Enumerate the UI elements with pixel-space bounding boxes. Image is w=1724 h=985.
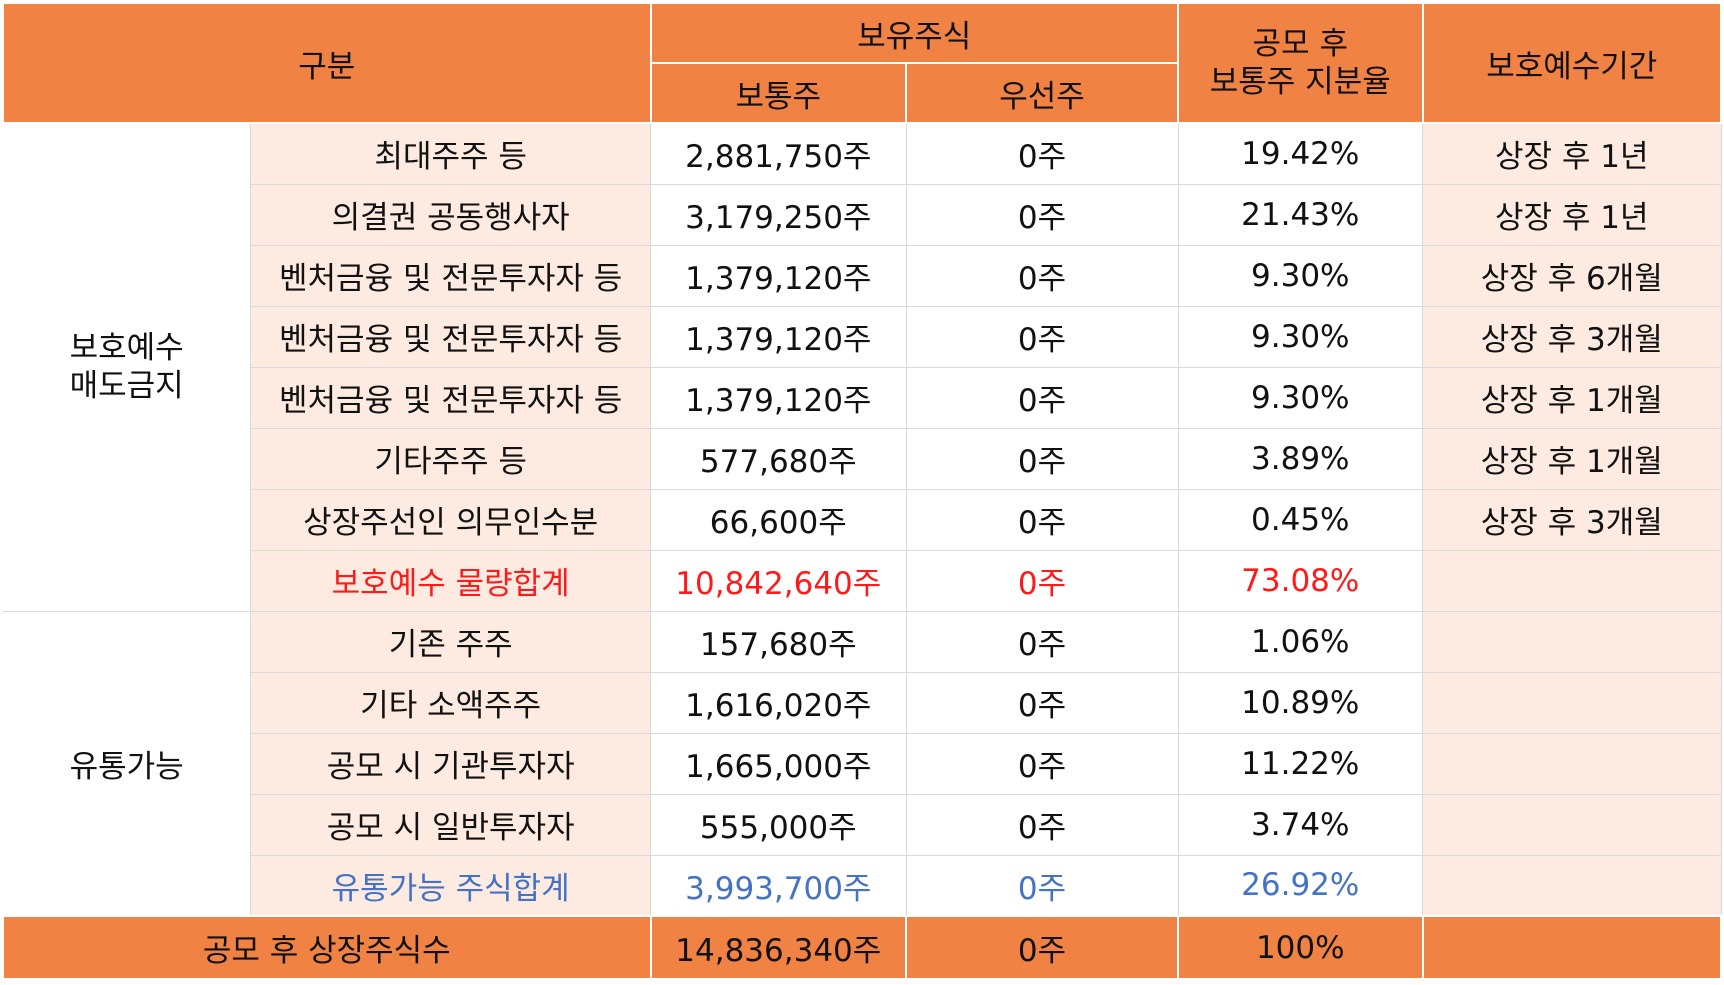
tradable-total-row: 유통가능 주식합계 3,993,700주 0주 26.92% bbox=[3, 854, 1722, 917]
row-preferred: 0주 bbox=[905, 366, 1179, 429]
row-common: 577,680주 bbox=[650, 427, 907, 490]
row-period: 상장 후 1년 bbox=[1422, 122, 1722, 185]
footer-ratio: 100% bbox=[1177, 915, 1424, 980]
row-preferred: 0주 bbox=[905, 671, 1179, 734]
footer-common: 14,836,340주 bbox=[649, 915, 908, 980]
row-preferred: 0주 bbox=[905, 122, 1179, 185]
row-ratio: 9.30% bbox=[1177, 366, 1424, 429]
row-period: 상장 후 1개월 bbox=[1422, 427, 1722, 490]
row-period bbox=[1422, 610, 1722, 673]
row-name: 공모 시 일반투자자 bbox=[250, 793, 652, 856]
table-row: 기타주주 등 577,680주 0주 3.89% 상장 후 1개월 bbox=[3, 427, 1722, 490]
row-preferred: 0주 bbox=[905, 427, 1179, 490]
row-common: 1,379,120주 bbox=[650, 366, 907, 429]
tradable-total-period bbox=[1422, 854, 1722, 917]
header-preferred: 우선주 bbox=[905, 62, 1180, 124]
row-preferred: 0주 bbox=[905, 183, 1179, 246]
row-ratio: 0.45% bbox=[1177, 488, 1424, 551]
group-lockup-line1: 보호예수 bbox=[69, 330, 184, 367]
row-name: 기타 소액주주 bbox=[250, 671, 652, 734]
row-period: 상장 후 1개월 bbox=[1422, 366, 1722, 429]
group-lockup-line2: 매도금지 bbox=[69, 368, 184, 405]
row-preferred: 0주 bbox=[905, 305, 1179, 368]
row-common: 3,179,250주 bbox=[650, 183, 907, 246]
row-common: 555,000주 bbox=[650, 793, 907, 856]
row-name: 의결권 공동행사자 bbox=[250, 183, 652, 246]
row-name: 벤처금융 및 전문투자자 등 bbox=[250, 305, 652, 368]
table-row: 벤처금융 및 전문투자자 등 1,379,120주 0주 9.30% 상장 후 … bbox=[3, 305, 1722, 368]
row-preferred: 0주 bbox=[905, 244, 1179, 307]
table-row: 의결권 공동행사자 3,179,250주 0주 21.43% 상장 후 1년 bbox=[3, 183, 1722, 246]
lockup-total-row: 보호예수 물량합계 10,842,640주 0주 73.08% bbox=[3, 549, 1722, 612]
row-period: 상장 후 1년 bbox=[1422, 183, 1722, 246]
row-period bbox=[1422, 732, 1722, 795]
header-ratio-line2: 보통주 지분율 bbox=[1209, 64, 1391, 100]
tradable-total-preferred: 0주 bbox=[905, 854, 1179, 917]
row-ratio: 9.30% bbox=[1177, 305, 1424, 368]
header-holdings: 보유주식 bbox=[649, 2, 1180, 64]
table-row: 보호예수 매도금지 최대주주 등 2,881,750주 0주 19.42% 상장… bbox=[3, 122, 1722, 612]
row-common: 1,665,000주 bbox=[650, 732, 907, 795]
row-ratio: 19.42% bbox=[1177, 122, 1424, 185]
lockup-total-preferred: 0주 bbox=[905, 549, 1179, 612]
row-common: 157,680주 bbox=[650, 610, 907, 673]
group-tradable: 유통가능 bbox=[3, 610, 252, 917]
row-preferred: 0주 bbox=[905, 732, 1179, 795]
header-lockup-period: 보호예수기간 bbox=[1421, 2, 1722, 124]
row-ratio: 9.30% bbox=[1177, 244, 1424, 307]
row-ratio: 21.43% bbox=[1177, 183, 1424, 246]
row-period: 상장 후 3개월 bbox=[1422, 305, 1722, 368]
tradable-total-name: 유통가능 주식합계 bbox=[250, 854, 652, 917]
lockup-total-name: 보호예수 물량합계 bbox=[250, 549, 652, 612]
footer-row: 공모 후 상장주식수 14,836,340주 0주 100% bbox=[2, 915, 1722, 980]
lockup-total-ratio: 73.08% bbox=[1177, 549, 1424, 612]
row-preferred: 0주 bbox=[905, 610, 1179, 673]
table-row: 공모 시 일반투자자 555,000주 0주 3.74% bbox=[3, 793, 1722, 856]
lockup-total-common: 10,842,640주 bbox=[650, 549, 907, 612]
row-period: 상장 후 6개월 bbox=[1422, 244, 1722, 307]
row-name: 공모 시 기관투자자 bbox=[250, 732, 652, 795]
tradable-total-common: 3,993,700주 bbox=[650, 854, 907, 917]
row-common: 1,616,020주 bbox=[650, 671, 907, 734]
row-preferred: 0주 bbox=[905, 488, 1179, 551]
row-ratio: 3.89% bbox=[1177, 427, 1424, 490]
footer-period bbox=[1421, 915, 1722, 980]
row-name: 기타주주 등 bbox=[250, 427, 652, 490]
row-period bbox=[1422, 671, 1722, 734]
row-common: 66,600주 bbox=[650, 488, 907, 551]
row-ratio: 1.06% bbox=[1177, 610, 1424, 673]
row-period: 상장 후 3개월 bbox=[1422, 488, 1722, 551]
header-category: 구분 bbox=[2, 2, 652, 124]
header-common: 보통주 bbox=[649, 62, 908, 124]
row-period bbox=[1422, 793, 1722, 856]
group-lockup: 보호예수 매도금지 bbox=[3, 122, 252, 612]
table-row: 벤처금융 및 전문투자자 등 1,379,120주 0주 9.30% 상장 후 … bbox=[3, 244, 1722, 307]
row-name: 최대주주 등 bbox=[250, 122, 652, 185]
table-row: 공모 시 기관투자자 1,665,000주 0주 11.22% bbox=[3, 732, 1722, 795]
table-row: 상장주선인 의무인수분 66,600주 0주 0.45% 상장 후 3개월 bbox=[3, 488, 1722, 551]
row-name: 상장주선인 의무인수분 bbox=[250, 488, 652, 551]
row-name: 벤처금융 및 전문투자자 등 bbox=[250, 366, 652, 429]
lockup-total-period bbox=[1422, 549, 1722, 612]
footer-preferred: 0주 bbox=[905, 915, 1180, 980]
header-ratio: 공모 후 보통주 지분율 bbox=[1177, 2, 1424, 124]
row-name: 벤처금융 및 전문투자자 등 bbox=[250, 244, 652, 307]
footer-label: 공모 후 상장주식수 bbox=[2, 915, 652, 980]
header-ratio-line1: 공모 후 bbox=[1252, 26, 1348, 62]
row-name: 기존 주주 bbox=[250, 610, 652, 673]
row-ratio: 11.22% bbox=[1177, 732, 1424, 795]
table-row: 기타 소액주주 1,616,020주 0주 10.89% bbox=[3, 671, 1722, 734]
row-preferred: 0주 bbox=[905, 793, 1179, 856]
table-row: 벤처금융 및 전문투자자 등 1,379,120주 0주 9.30% 상장 후 … bbox=[3, 366, 1722, 429]
row-common: 1,379,120주 bbox=[650, 244, 907, 307]
row-ratio: 10.89% bbox=[1177, 671, 1424, 734]
row-ratio: 3.74% bbox=[1177, 793, 1424, 856]
row-common: 1,379,120주 bbox=[650, 305, 907, 368]
table-row: 유통가능 기존 주주 157,680주 0주 1.06% bbox=[3, 610, 1722, 917]
tradable-total-ratio: 26.92% bbox=[1177, 854, 1424, 917]
row-common: 2,881,750주 bbox=[650, 122, 907, 185]
